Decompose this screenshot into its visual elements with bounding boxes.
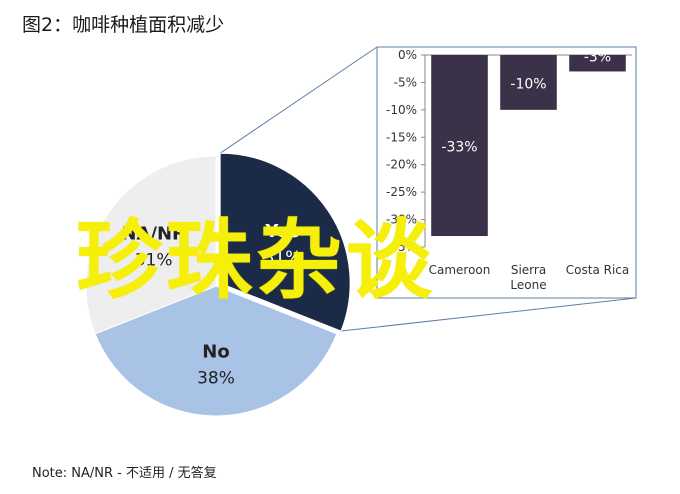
bar-value-label: -10% [510,76,546,92]
bar-chart: 0% -5% -10% -15% -20% -25% -30% -35% -33% Cameroo… [376,46,637,299]
category-label: Sierra Leone [510,263,546,292]
bar-cameroon [431,55,488,237]
pie-value-yes: 31% [264,248,302,268]
exploded-slice-connectors [219,46,637,332]
bar-chart-frame [376,46,637,299]
pie-label-yes: Yes [264,221,299,242]
bar-costa-rica [569,55,626,72]
pie-slice-yes [219,152,351,332]
pie-label-no: No [202,341,229,362]
footnote: Note: NA/NR - 不适用 / 无答复 [32,466,217,481]
y-tick-label: -35% [386,240,417,254]
bar-sierra-leone [500,55,557,110]
chart-title: 图2：咖啡种植面积减少 [22,14,225,36]
category-label: Cameroon [429,263,491,277]
bar-value-label: -3% [584,49,611,65]
pie-slice-na-nr [85,155,217,335]
connector-line-top [219,46,378,154]
pie-value-no: 38% [197,368,235,388]
y-tick-label: -25% [386,185,417,199]
bar-value-label: -33% [441,140,477,156]
y-tick-label: -15% [386,130,417,144]
y-tick-label: -30% [386,213,417,227]
pie-chart: Yes 31% No 38% NA/NR 31% [85,152,351,417]
pie-label-na-nr: NA/NR [121,224,186,245]
watermark: 珍珠杂谈 [76,211,436,311]
pie-slice-no [94,285,338,417]
y-tick-label: -10% [386,103,417,117]
category-label: Costa Rica [566,263,629,277]
connector-line-bottom [340,297,637,332]
pie-value-na-nr: 31% [135,251,173,271]
y-tick-label: 0% [398,48,417,62]
y-tick-label: -5% [394,75,417,89]
y-tick-label: -20% [386,158,417,172]
